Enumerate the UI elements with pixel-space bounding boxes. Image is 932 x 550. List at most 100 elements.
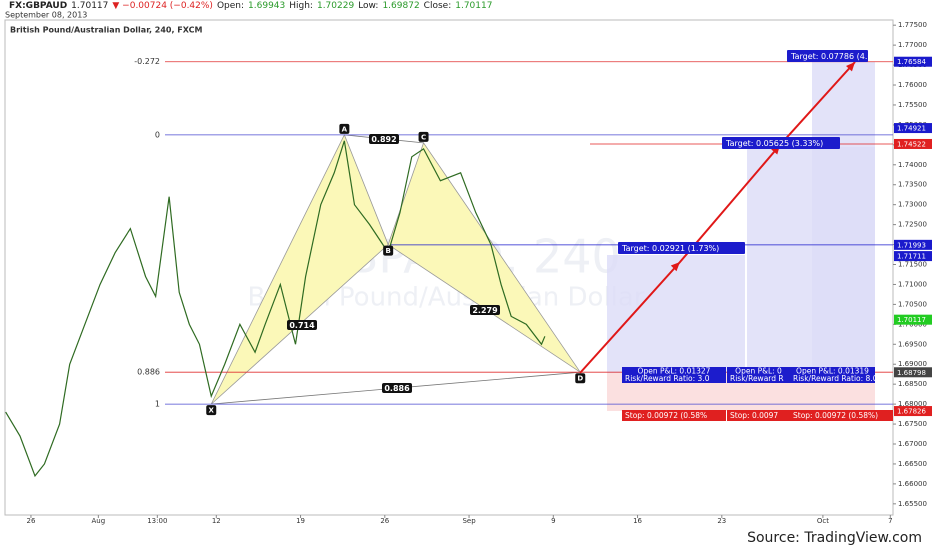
fib-label: -0.272 [134,57,160,66]
ratio-box [382,383,412,393]
price-badge [894,138,932,149]
x-tick-label: Aug [92,517,106,525]
x-tick-label: 26 [26,517,35,525]
header-item: High: [289,1,313,11]
price-badge [894,406,932,417]
header-item: 1.69872 [382,1,419,11]
y-tick-label: 1.75500 [898,101,927,109]
target-box [618,242,745,254]
x-tick-label: 7 [888,517,892,525]
x-tick-label: Oct [817,517,829,525]
x-tick-label: 19 [296,517,305,525]
target-label: Target: 0.07786 (4.61%) [790,52,888,61]
price-badge-label: 1.71993 [897,241,926,249]
rr-label: Risk/Reward R [730,374,784,383]
price-badge-label: 1.71711 [897,253,926,261]
price-badge-label: 1.70117 [897,316,926,324]
price-badge-label: 1.74921 [897,125,926,133]
y-tick-label: 1.77500 [898,21,927,29]
y-tick-label: 1.65500 [898,500,927,508]
ratio-label: 2.279 [472,306,498,315]
stop-box [622,410,726,421]
pnl-label: Open P&L: 0 [735,367,782,376]
fib-label: 0 [155,130,160,139]
y-tick-label: 1.72500 [898,221,927,229]
price-badge-label: 1.67826 [897,408,926,416]
stop-label: Stop: 0.00972 (0.58% [625,411,707,420]
y-tick-label: 1.76000 [898,81,927,89]
price-badge-label: 1.74522 [897,140,926,148]
y-tick-label: 1.68500 [898,380,927,388]
price-badge [894,314,932,325]
fib-label: 0.886 [137,368,160,377]
target-box [722,137,840,149]
target-zone [812,62,875,373]
target-box [787,50,868,62]
arrow-head [846,62,855,72]
x-tick-label: 16 [633,517,642,525]
x-tick-label: 12 [212,517,221,525]
x-tick-label: 9 [551,517,555,525]
y-tick-label: 1.68000 [898,400,927,408]
source: Source: TradingView.com [747,530,922,546]
arrow-head [670,262,680,272]
y-tick-label: 1.66000 [898,480,927,488]
header-item: 1.70117 [455,1,492,11]
pattern-point [418,131,429,142]
target-zone [607,255,745,373]
header-item: FX:GBPAUD [9,1,67,11]
pattern-point-label: C [421,133,426,141]
ratio-box [369,134,399,144]
rr-label: Risk/Reward Ratio: 8.0 [793,374,878,383]
price-badge-label: 1.76584 [897,58,926,66]
drawing-layer: -0.272 0 0.886 1 X A B C D 0.892 0.714 2.279 0.886 Ta… [5,50,893,478]
y-tick-label: 1.74000 [898,161,927,169]
pattern-point [575,373,586,384]
y-tick-label: 1.69000 [898,360,927,368]
y-tick-label: 1.67500 [898,420,927,428]
header-date: September 08, 2013 [5,11,87,20]
pnl-label: Open P&L: 0.01319 [796,367,869,376]
price-badge [894,251,932,262]
pnl-box [727,367,790,383]
header: FX:GBPAUD 1.70117 ▼ −0.00724 (−0.42%) Open:… [9,1,492,11]
header-item: Close: [424,1,452,11]
x-tick-label: Sep [462,517,476,525]
price-line [5,140,546,478]
header-item: 1.70117 [71,1,108,11]
ratio-label: 0.886 [384,384,410,393]
header-item: 1.69943 [248,1,285,11]
y-tick-label: 1.73500 [898,181,927,189]
header-item: Low: [358,1,378,11]
rr-label: Risk/Reward Ratio: 3.0 [625,374,710,383]
pattern-point-label: B [385,247,390,255]
y-tick-label: 1.66500 [898,460,927,468]
fib-label: 1 [155,400,160,409]
pnl-label: Open P&L: 0.01327 [638,367,711,376]
y-tick-label: 1.77000 [898,41,927,49]
pnl-box [790,367,875,383]
stop-label: Stop: 0.0097 [730,411,778,420]
pattern-point [206,405,217,416]
x-tick-label: 23 [717,517,726,525]
y-tick-label: 1.71500 [898,261,927,269]
pattern-point-label: D [577,375,583,383]
ratio-box [470,305,500,315]
header-item: ▼ −0.00724 (−0.42%) [112,1,213,11]
projection-arrow [579,61,856,374]
x-tick-label: 26 [380,517,389,525]
y-tick-label: 1.69500 [898,340,927,348]
ratio-box [287,320,317,330]
y-tick-label: 1.73000 [898,201,927,209]
pattern-point [383,245,394,256]
pnl-box [622,367,726,383]
header-item: 1.70229 [317,1,354,11]
stop-label: Stop: 0.00972 (0.58%) [793,411,878,420]
price-badge [894,123,932,134]
pattern-point-label: A [342,125,348,133]
pattern-point-label: X [209,407,215,415]
ratio-label: 0.714 [289,321,315,330]
y-tick-label: 1.71000 [898,280,927,288]
target-label: Target: 0.05625 (3.33%) [725,139,823,148]
